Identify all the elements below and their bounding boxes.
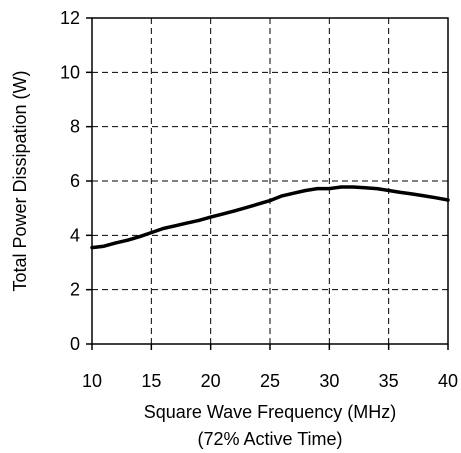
x-tick-label-6: 40 bbox=[438, 371, 458, 391]
x-tick-label-4: 30 bbox=[319, 371, 339, 391]
x-axis-title: Square Wave Frequency (MHz) bbox=[144, 402, 396, 422]
y-tick-label-2: 4 bbox=[70, 225, 80, 245]
series-line-0 bbox=[90, 185, 450, 250]
grid-lines bbox=[92, 18, 448, 344]
y-tick-label-3: 6 bbox=[70, 171, 80, 191]
x-tick-label-2: 20 bbox=[201, 371, 221, 391]
x-tick-label-5: 35 bbox=[379, 371, 399, 391]
x-tick-label-3: 25 bbox=[260, 371, 280, 391]
x-axis-subtitle: (72% Active Time) bbox=[197, 429, 342, 449]
x-tick-labels: 10 15 20 25 30 35 40 bbox=[82, 344, 458, 391]
y-tick-label-0: 0 bbox=[70, 334, 80, 354]
y-tick-label-5: 10 bbox=[60, 62, 80, 82]
y-axis-title: Total Power Dissipation (W) bbox=[10, 70, 30, 291]
series-layer bbox=[90, 185, 450, 250]
y-tick-label-1: 2 bbox=[70, 280, 80, 300]
x-tick-label-0: 10 bbox=[82, 371, 102, 391]
y-tick-labels: 0 2 4 6 8 10 12 bbox=[60, 8, 92, 354]
y-tick-label-6: 12 bbox=[60, 8, 80, 28]
x-tick-label-1: 15 bbox=[141, 371, 161, 391]
y-tick-label-4: 8 bbox=[70, 117, 80, 137]
